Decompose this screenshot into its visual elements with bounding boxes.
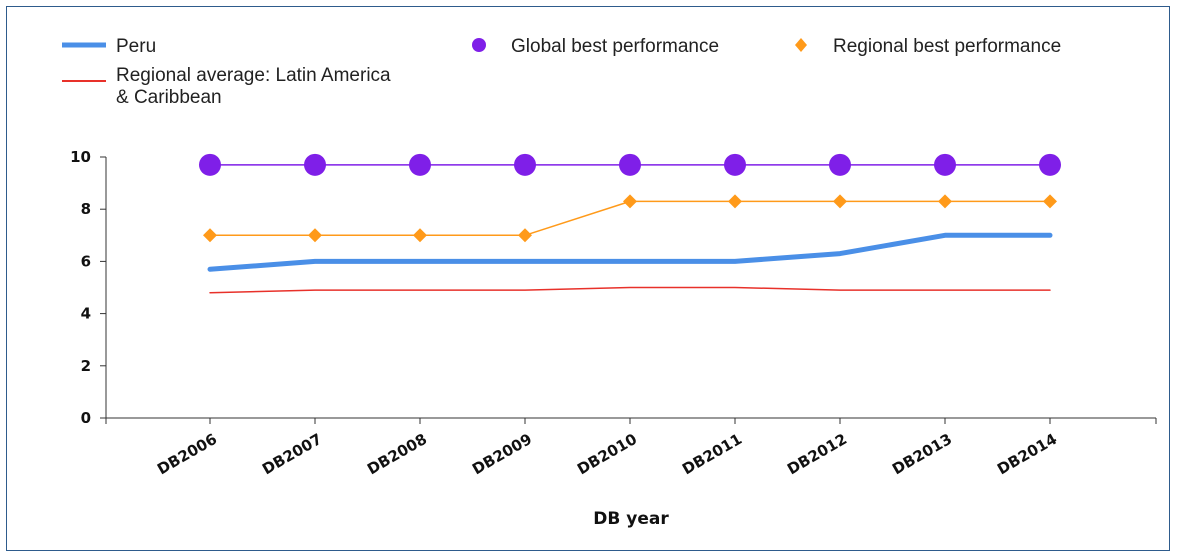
series-line-regional-average: [209, 286, 1051, 294]
y-tick-label: 6: [81, 252, 91, 270]
legend-item-peru: Peru: [62, 36, 156, 57]
point-regional-best: [728, 194, 742, 209]
y-tick-label: 2: [81, 357, 91, 375]
point-global-best: [1039, 153, 1061, 176]
x-tick-label: DB2013: [889, 430, 955, 478]
point-regional-best: [833, 194, 847, 209]
y-tick-label: 8: [81, 200, 91, 218]
chart-frame: [6, 6, 1170, 551]
point-global-best: [724, 153, 746, 176]
y-axis-ticks: 0 2 4 6 8 10: [70, 148, 106, 427]
x-axis-ticks: DB2006 DB2007 DB2008 DB2009 DB2010 DB2011 DB20…: [154, 418, 1157, 478]
legend-item-regional-best: Regional best performance: [795, 36, 1061, 57]
point-global-best: [619, 153, 641, 176]
point-regional-best: [308, 228, 322, 243]
x-tick-label: DB2008: [364, 430, 430, 478]
point-global-best: [829, 153, 851, 176]
x-tick-label: DB2014: [994, 430, 1060, 478]
legend-label-global-best: Global best performance: [511, 36, 719, 57]
point-global-best: [934, 153, 956, 176]
series-layer: [199, 153, 1061, 294]
point-regional-best: [1043, 194, 1057, 209]
point-regional-best: [623, 194, 637, 209]
x-tick-label: DB2006: [154, 430, 220, 478]
x-tick-label: DB2011: [679, 430, 745, 478]
legend-swatch-regional-best: [795, 38, 807, 52]
legend-item-regional-average: Regional average: Latin America & Caribb…: [62, 65, 391, 108]
legend-label-regional-average-line2: & Caribbean: [116, 87, 222, 108]
x-tick-label: DB2009: [469, 430, 535, 478]
y-tick-label: 0: [81, 409, 91, 427]
y-tick-label: 4: [81, 305, 91, 323]
point-global-best: [304, 153, 326, 176]
x-tick-label: DB2007: [259, 430, 325, 478]
y-tick-label: 10: [70, 148, 91, 166]
legend: Peru Regional average: Latin America & C…: [62, 36, 1061, 108]
legend-label-regional-average-line1: Regional average: Latin America: [116, 65, 391, 86]
series-line-peru: [207, 232, 1053, 272]
legend-item-global-best: Global best performance: [472, 36, 719, 57]
point-global-best: [514, 153, 536, 176]
legend-swatch-global-best: [472, 38, 486, 52]
point-regional-best: [203, 228, 217, 243]
point-global-best: [199, 153, 221, 176]
point-global-best: [409, 153, 431, 176]
legend-label-regional-best: Regional best performance: [833, 36, 1061, 57]
x-axis-title: DB year: [593, 509, 669, 529]
legend-label-peru: Peru: [116, 36, 156, 57]
x-tick-label: DB2012: [784, 430, 850, 478]
point-regional-best: [413, 228, 427, 243]
x-tick-label: DB2010: [574, 430, 640, 478]
point-regional-best: [938, 194, 952, 209]
point-regional-best: [518, 228, 532, 243]
